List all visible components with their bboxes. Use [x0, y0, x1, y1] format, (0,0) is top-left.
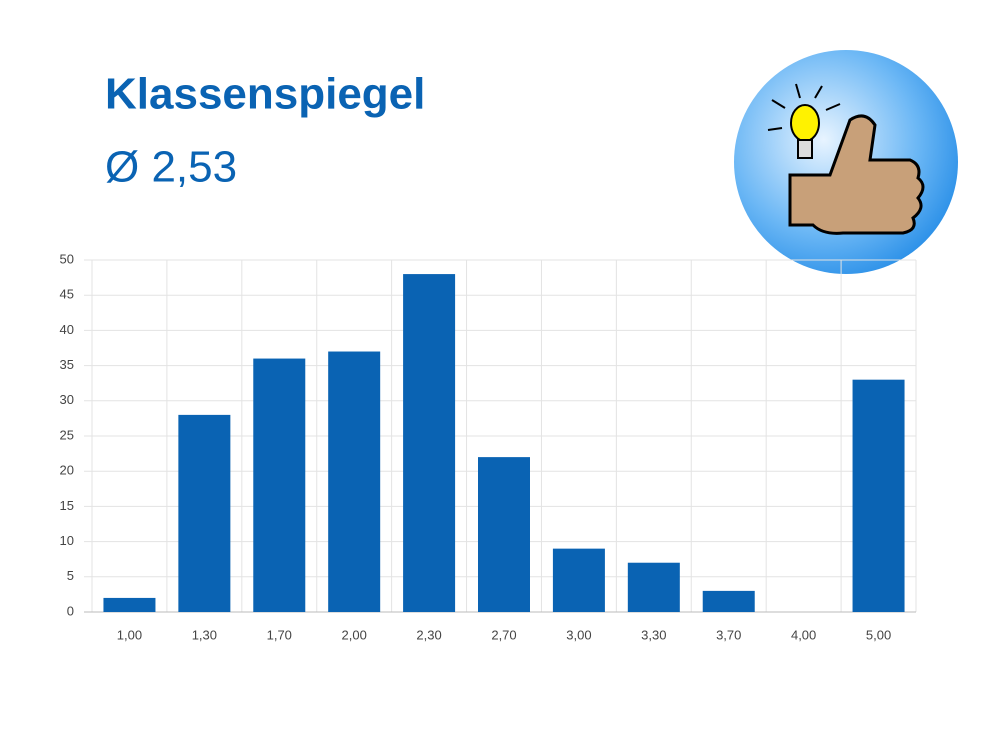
bar: [552, 548, 605, 612]
bar: [478, 457, 530, 612]
bar: [702, 590, 755, 612]
thumbs-up-icon: [734, 50, 958, 274]
bar: [178, 414, 231, 612]
y-tick-label: 15: [60, 498, 74, 513]
y-tick-label: 45: [60, 287, 74, 302]
y-tick-label: 40: [60, 322, 74, 337]
bar: [328, 351, 381, 612]
x-tick-label: 1,70: [267, 627, 292, 642]
bar: [627, 562, 680, 612]
x-tick-label: 4,00: [791, 627, 816, 642]
y-tick-label: 0: [67, 603, 74, 618]
x-tick-label: 3,00: [566, 627, 591, 642]
chart-title: Klassenspiegel: [105, 70, 425, 119]
y-tick-label: 35: [60, 357, 74, 372]
y-tick-label: 10: [60, 533, 74, 548]
y-tick-label: 5: [67, 568, 74, 583]
x-tick-label: 3,30: [641, 627, 666, 642]
bar: [253, 358, 306, 612]
y-tick-label: 30: [60, 392, 74, 407]
x-tick-label: 2,70: [491, 627, 516, 642]
bar: [103, 597, 156, 612]
x-tick-label: 1,30: [192, 627, 217, 642]
x-tick-label: 2,00: [342, 627, 367, 642]
bar: [403, 274, 456, 612]
y-tick-label: 50: [60, 251, 74, 266]
x-tick-label: 1,00: [117, 627, 142, 642]
chart-subtitle: Ø 2,53: [105, 143, 237, 192]
x-tick-label: 5,00: [866, 627, 891, 642]
y-tick-label: 20: [60, 463, 74, 478]
x-tick-label: 2,30: [416, 627, 441, 642]
bar: [852, 379, 905, 612]
x-tick-label: 3,70: [716, 627, 741, 642]
y-tick-label: 25: [60, 427, 74, 442]
